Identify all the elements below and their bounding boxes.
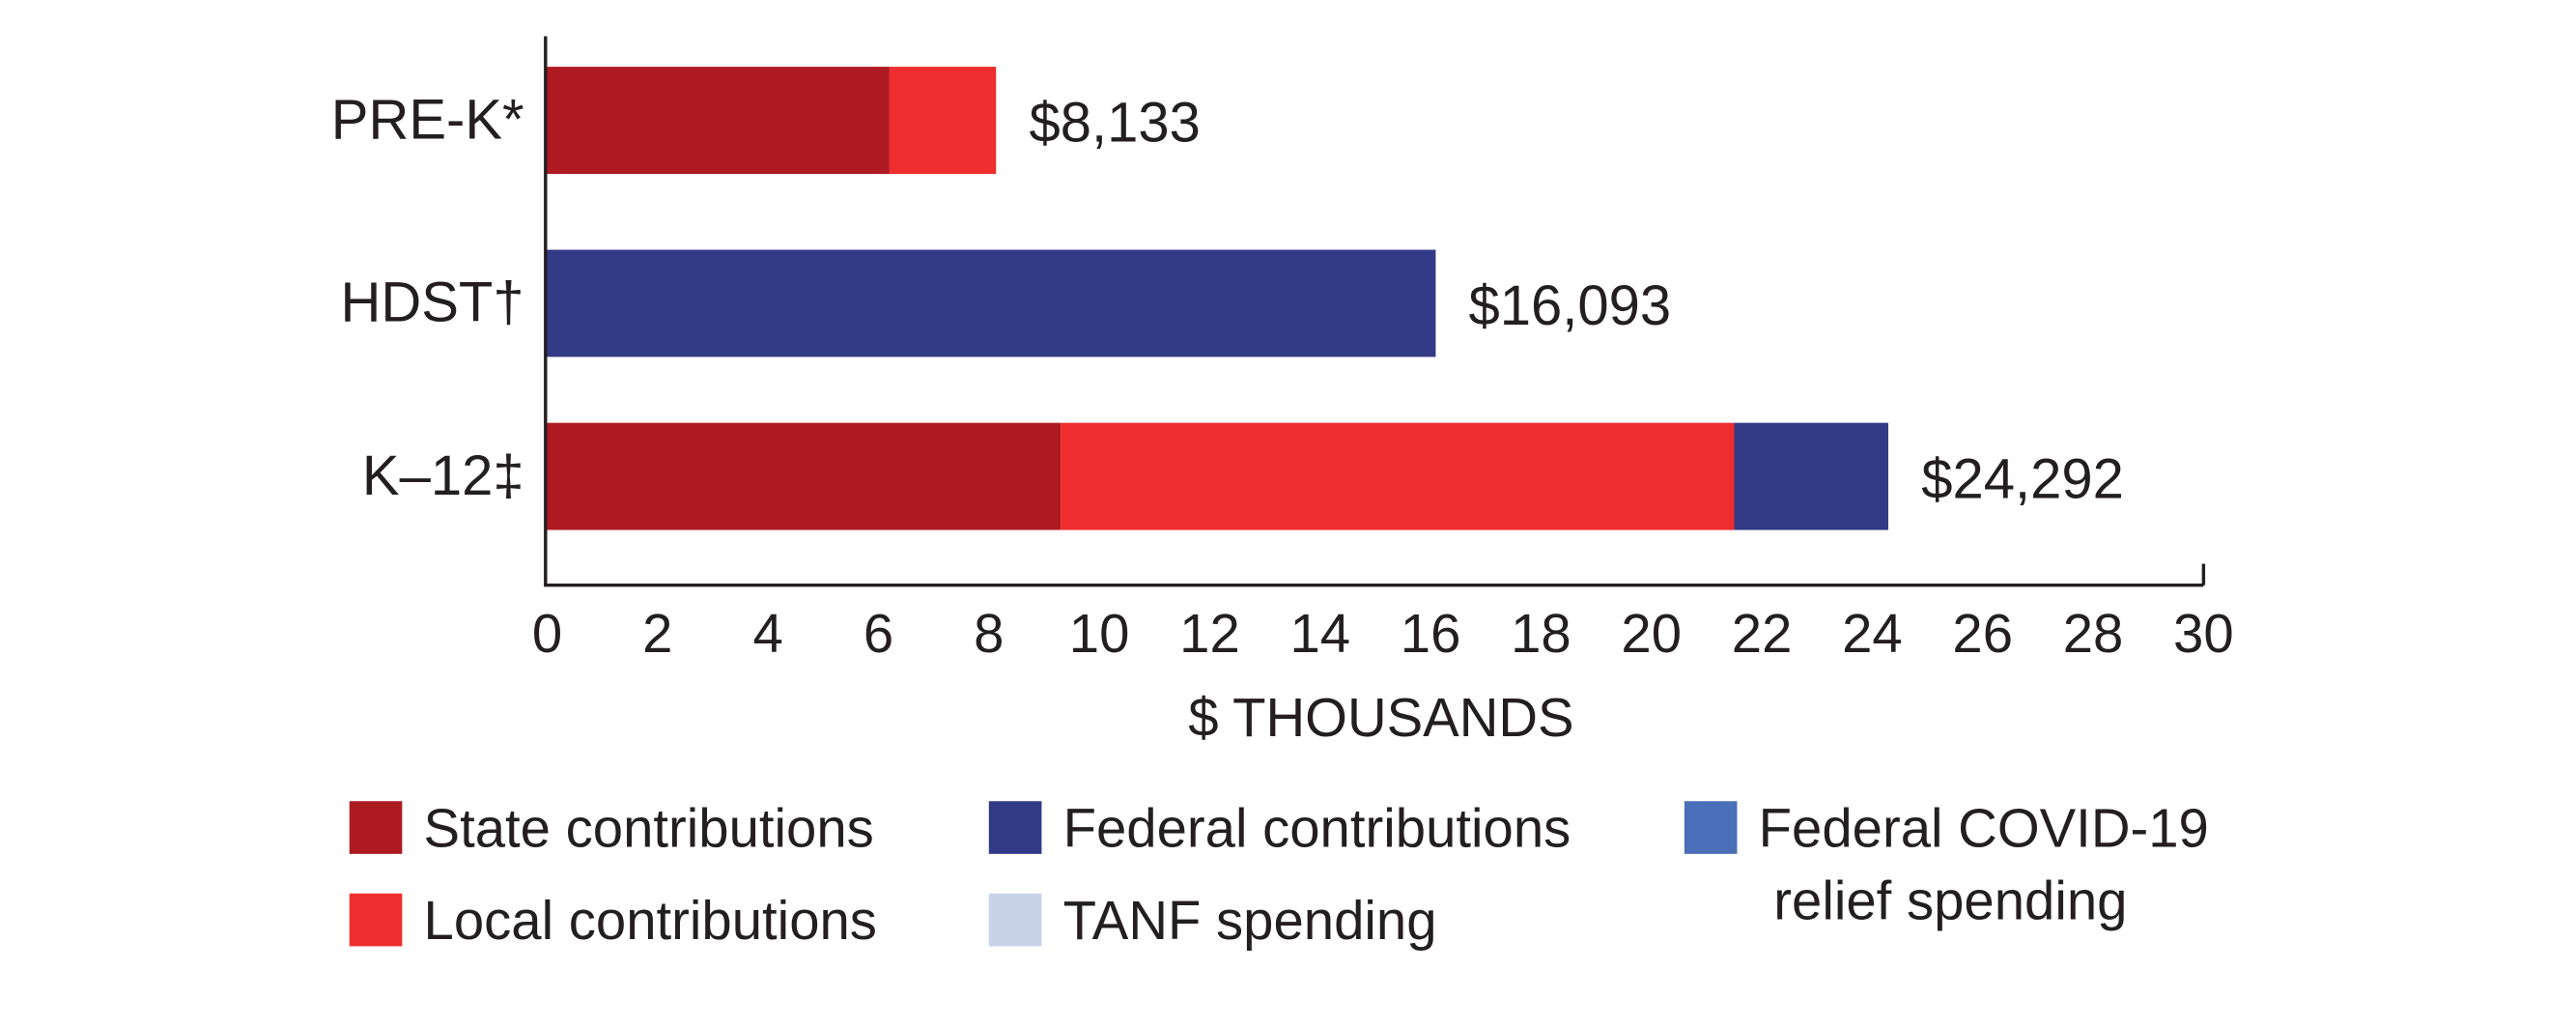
legend-label: TANF spending <box>1063 890 1437 951</box>
x-tick-label: 12 <box>1179 603 1240 664</box>
x-tick-label: 16 <box>1401 603 1461 664</box>
x-tick-label: 4 <box>752 603 782 664</box>
legend-label: State contributions <box>424 798 874 859</box>
x-tick-label: 24 <box>1842 603 1903 664</box>
x-tick-label: 8 <box>974 603 1004 664</box>
category-label: HDST† <box>340 271 524 334</box>
legend-swatch <box>349 893 403 947</box>
bar-segment <box>1061 422 1735 530</box>
bar-segment <box>889 67 997 175</box>
x-tick-label: 2 <box>642 603 672 664</box>
x-tick-label: 26 <box>1952 603 2013 664</box>
legend-swatch <box>988 801 1042 854</box>
x-tick-label: 6 <box>863 603 893 664</box>
total-label: $16,093 <box>1469 274 1672 337</box>
x-tick-label: 28 <box>2063 603 2124 664</box>
bar-segment <box>547 422 1062 530</box>
legend-swatch <box>1684 801 1738 854</box>
x-tick-label: 22 <box>1732 603 1793 664</box>
x-tick-label: 10 <box>1069 603 1130 664</box>
bar-segment <box>547 249 1436 357</box>
bar-segment <box>547 67 890 175</box>
legend-label: Federal COVID-19 relief spending <box>1759 798 2209 931</box>
legend-label: Federal contributions <box>1063 798 1571 859</box>
x-axis-title: $ THOUSANDS <box>1188 687 1573 748</box>
legend-swatch <box>349 801 403 854</box>
x-tick-label: 20 <box>1621 603 1682 664</box>
x-tick-label: 18 <box>1511 603 1571 664</box>
x-tick-label: 14 <box>1289 603 1350 664</box>
legend-label: Local contributions <box>424 890 877 951</box>
legend-swatch <box>988 893 1042 947</box>
category-label: K–12‡ <box>362 444 524 507</box>
category-label: PRE-K* <box>331 88 524 151</box>
bar-segment <box>1734 422 1888 530</box>
total-label: $24,292 <box>1921 447 2124 510</box>
total-label: $8,133 <box>1030 92 1201 155</box>
x-tick-label: 30 <box>2173 603 2234 664</box>
x-tick-label: 0 <box>532 603 562 664</box>
